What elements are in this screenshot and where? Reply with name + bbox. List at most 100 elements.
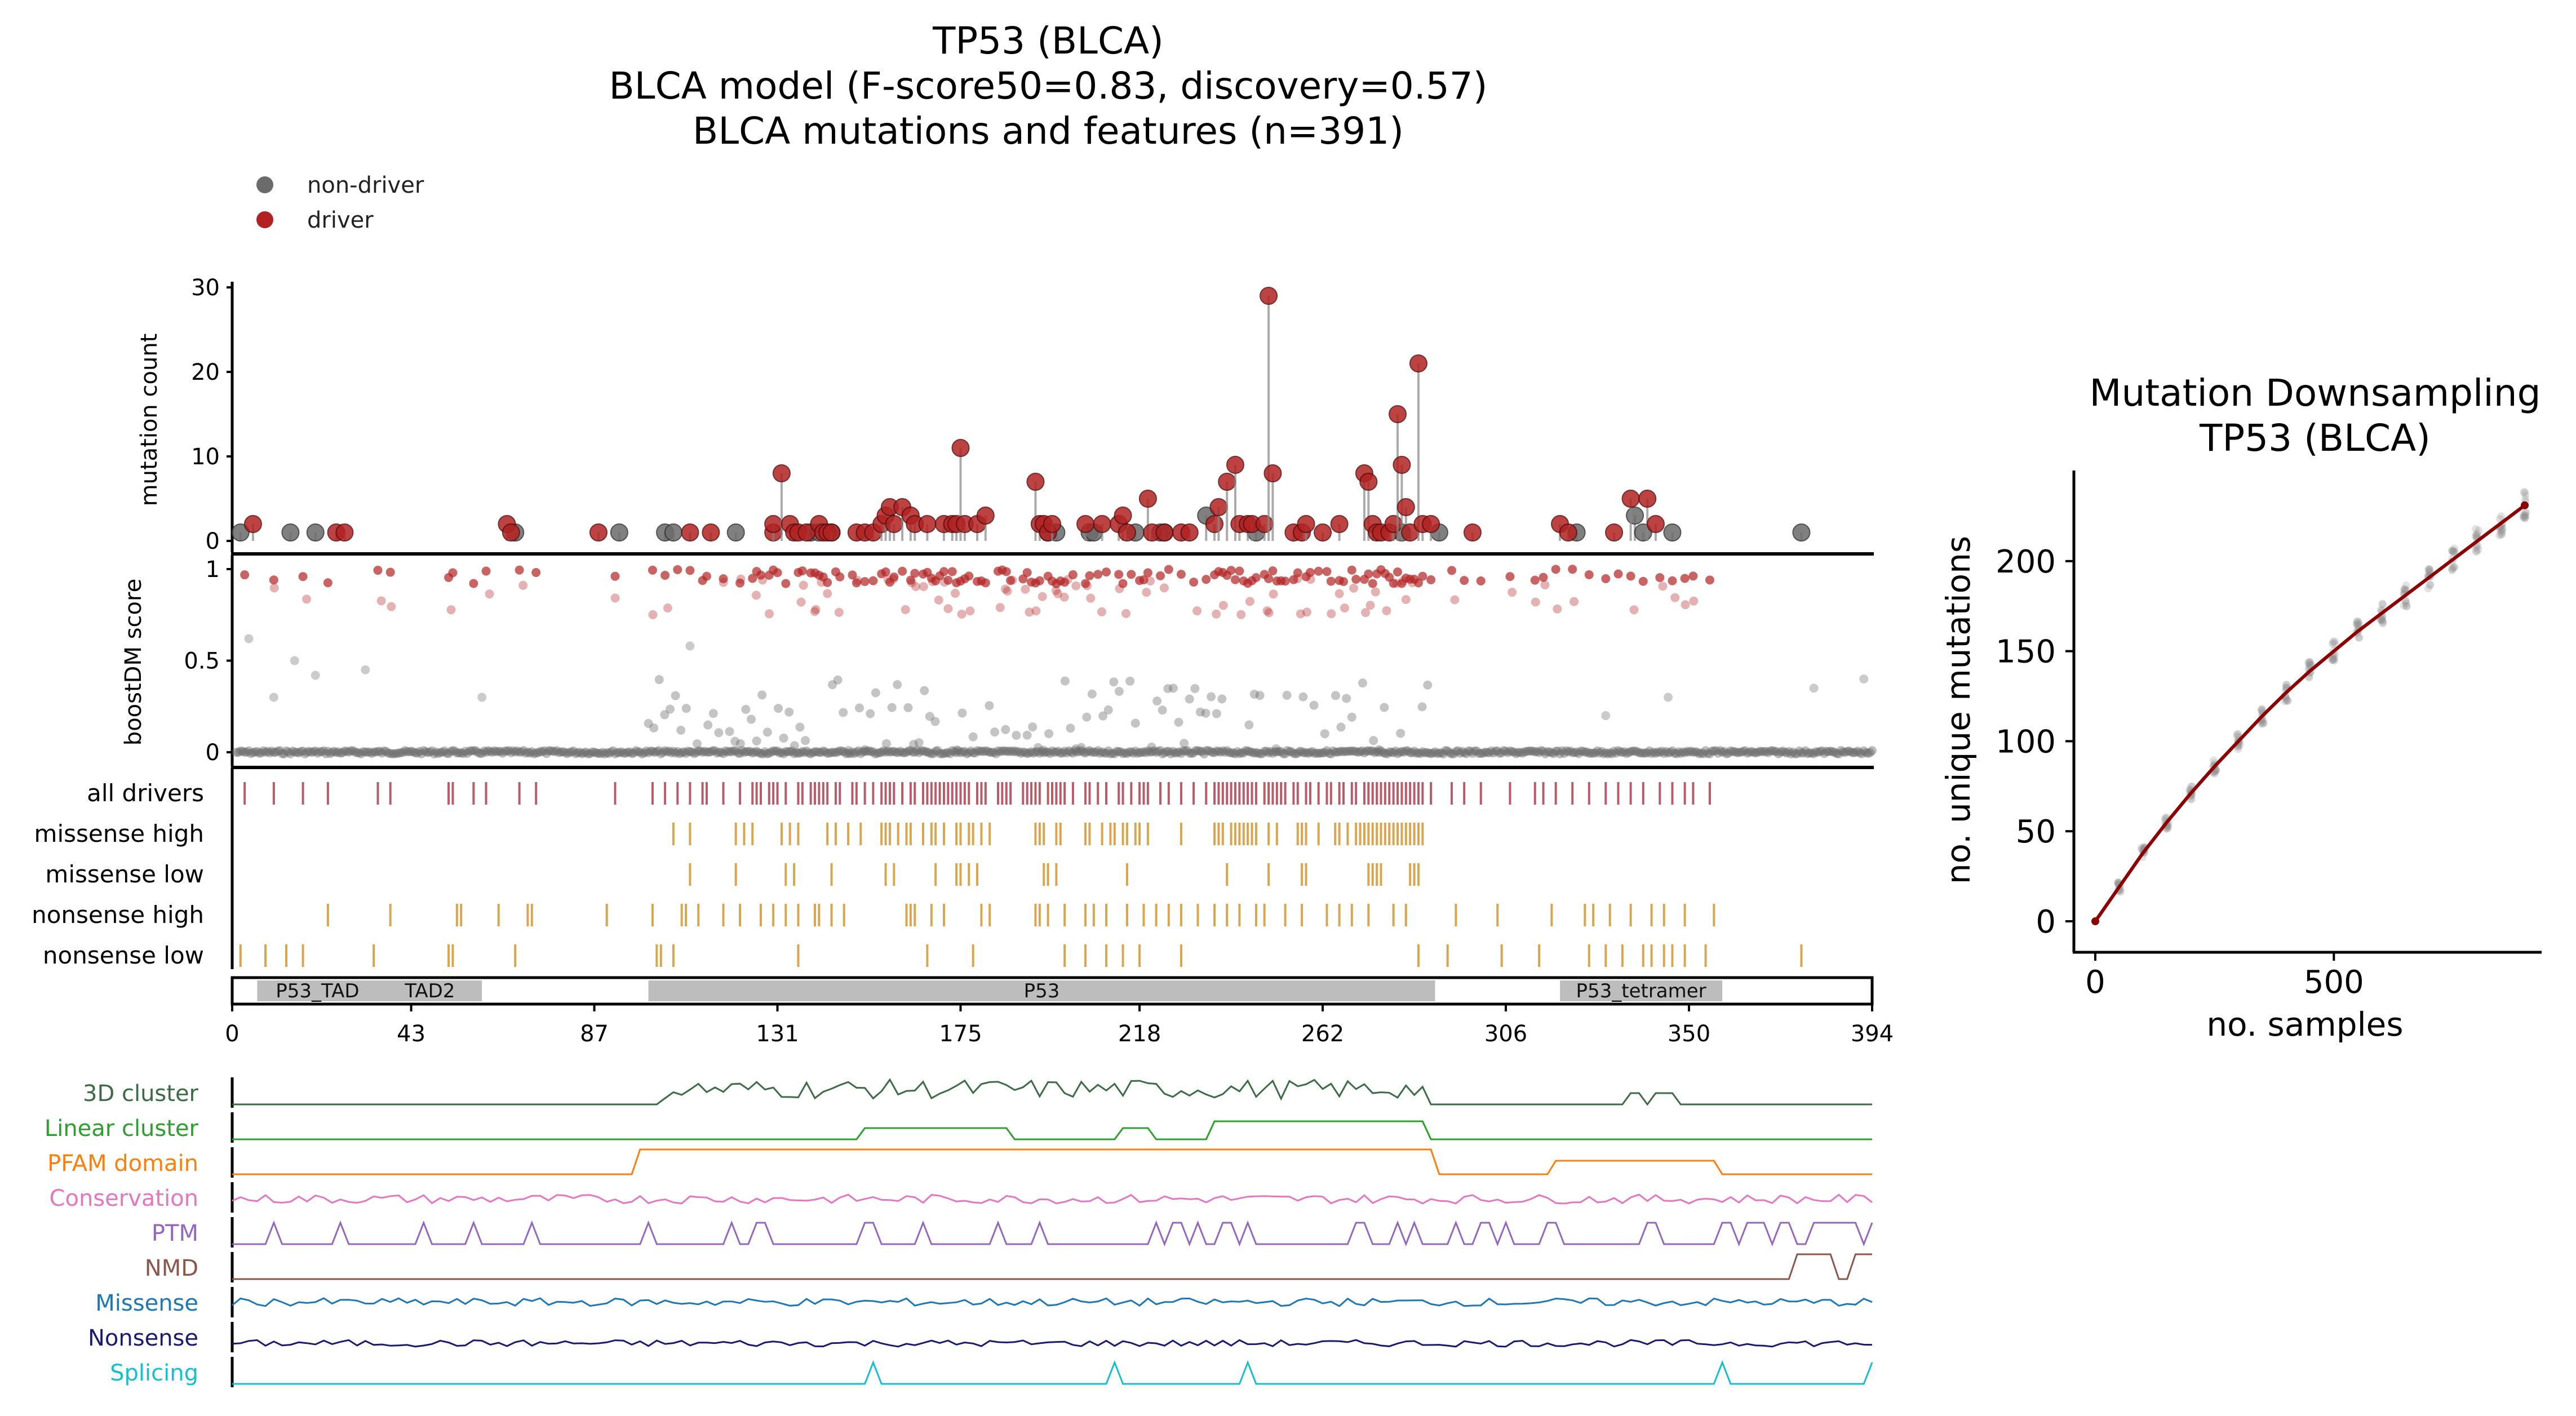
boostdm-point	[246, 749, 256, 758]
boostdm-point	[748, 748, 757, 758]
boostdm-point	[754, 748, 764, 757]
boostdm-point	[1803, 749, 1812, 758]
boostdm-point	[1447, 749, 1457, 758]
boostdm-point	[1106, 749, 1115, 758]
boostdm-point	[1826, 747, 1835, 756]
track-label: all drivers	[87, 779, 204, 807]
boostdm-point	[415, 747, 424, 756]
boostdm-point	[799, 580, 808, 590]
domain-block	[1560, 980, 1723, 1001]
boostdm-point	[477, 693, 487, 702]
boostdm-point	[1014, 747, 1023, 756]
boostdm-point	[1305, 568, 1315, 578]
boostdm-point	[1470, 746, 1479, 756]
boostdm-point	[719, 578, 728, 587]
boostdm-point	[1152, 696, 1162, 706]
boostdm-point	[662, 747, 672, 757]
downsampling-replicate-point	[2472, 547, 2480, 555]
boostdm-point	[1847, 747, 1856, 757]
boostdm-point	[1295, 747, 1305, 756]
boostdm-point	[1788, 747, 1798, 757]
feature-line	[232, 1120, 1872, 1140]
boostdm-point	[1630, 746, 1640, 756]
boostdm-point	[346, 746, 356, 756]
boostdm-point	[1807, 748, 1816, 758]
boostdm-point	[577, 749, 587, 758]
boostdm-point	[1366, 746, 1376, 756]
boostdm-point	[929, 749, 938, 758]
boostdm-point	[1508, 747, 1517, 756]
boostdm-point	[648, 610, 658, 619]
boostdm-point	[1590, 748, 1600, 758]
boostdm-point	[1322, 567, 1332, 576]
boostdm-point	[554, 748, 564, 757]
boostdm-point	[970, 748, 980, 758]
boostdm-point	[619, 748, 628, 758]
boostdm-point	[325, 749, 335, 758]
boostdm-point	[1320, 729, 1329, 739]
boostdm-point	[450, 746, 460, 756]
boostdm-point	[338, 748, 347, 757]
boostdm-point	[1044, 729, 1054, 738]
downsampling-replicate-point	[2402, 600, 2410, 608]
boostdm-point	[1174, 747, 1184, 757]
boostdm-point	[525, 748, 535, 758]
boostdm-point	[828, 680, 837, 690]
feature-label: Linear cluster	[45, 1116, 199, 1142]
downsampling-replicate-point	[2450, 563, 2458, 571]
boostdm-point	[1761, 747, 1771, 756]
boostdm-point	[448, 746, 458, 756]
boostdm-point	[1249, 748, 1259, 758]
boostdm-point	[987, 748, 996, 757]
downsampling-replicate-point	[2521, 491, 2530, 499]
boostdm-point	[779, 749, 788, 758]
boostdm-point	[394, 748, 404, 758]
boostdm-point	[1309, 700, 1319, 710]
boostdm-point	[531, 568, 541, 578]
boostdm-point	[252, 747, 262, 756]
boostdm-point	[939, 567, 948, 576]
boostdm-point	[1649, 748, 1659, 757]
boostdm-point	[1593, 746, 1602, 756]
boostdm-point	[797, 566, 807, 576]
boostdm-point	[504, 746, 514, 756]
boostdm-point	[962, 749, 972, 758]
lollipop-y-ticks: 0 10 20 30	[191, 275, 232, 554]
boostdm-point	[1859, 746, 1869, 756]
boostdm-point	[1251, 748, 1261, 757]
boostdm-point	[598, 748, 608, 757]
boostdm-point	[604, 748, 614, 758]
boostdm-point	[1008, 747, 1017, 756]
boostdm-point	[248, 748, 258, 757]
boostdm-point	[1178, 746, 1188, 756]
boostdm-point	[741, 705, 751, 714]
boostdm-point	[321, 749, 331, 758]
boostdm-point	[877, 748, 886, 757]
boostdm-point	[1033, 743, 1043, 752]
boostdm-point	[635, 747, 645, 757]
boostdm-point	[398, 748, 407, 757]
boostdm-point	[433, 749, 443, 758]
boostdm-point	[1093, 746, 1103, 756]
downsampling-mean-line	[2094, 504, 2526, 922]
boostdm-point	[844, 745, 853, 755]
lollipop-head-driver	[1218, 473, 1236, 491]
feature-label: Splicing	[110, 1360, 198, 1386]
boostdm-point	[1025, 607, 1034, 617]
boostdm-point	[1010, 746, 1019, 756]
boostdm-point	[1214, 747, 1223, 756]
boostdm-point	[823, 748, 832, 758]
boostdm-point	[1511, 749, 1521, 758]
boostdm-point	[1001, 567, 1011, 576]
downsampling-replicate-point	[2450, 547, 2459, 556]
boostdm-point	[396, 748, 406, 757]
boostdm-point	[1505, 572, 1515, 582]
boostdm-point	[1087, 747, 1097, 757]
boostdm-point	[1457, 747, 1467, 756]
domain-block	[378, 980, 482, 1001]
boostdm-ytick-label: 0.5	[184, 649, 220, 674]
boostdm-point	[806, 749, 815, 758]
lollipop-head-driver	[1026, 473, 1045, 491]
boostdm-point	[469, 579, 478, 588]
boostdm-point	[546, 746, 556, 756]
